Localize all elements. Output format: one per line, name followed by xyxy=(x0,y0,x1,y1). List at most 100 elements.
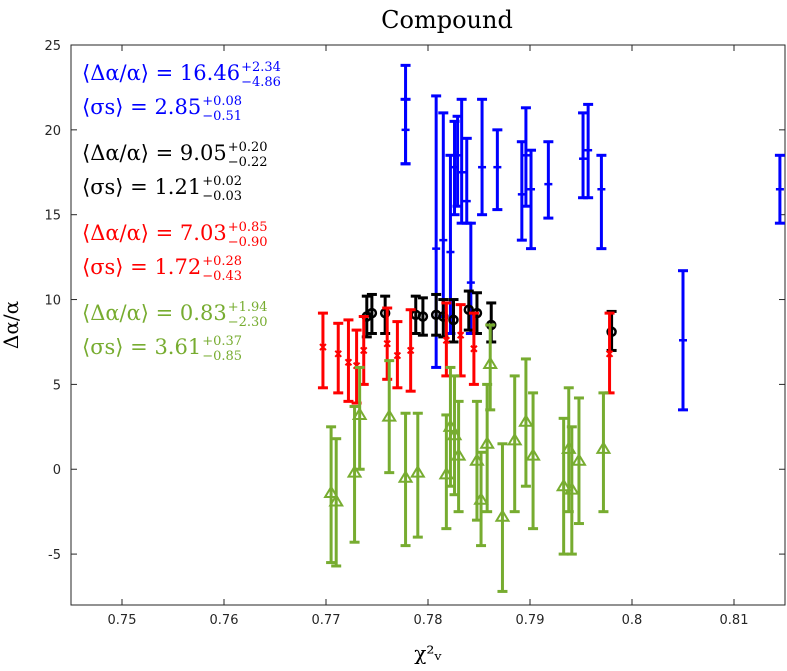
marker-x xyxy=(605,350,614,358)
data-point xyxy=(417,296,429,337)
marker-triangle xyxy=(328,493,344,507)
y-tick-label: 15 xyxy=(44,209,61,224)
marker-x xyxy=(334,350,342,358)
data-point xyxy=(410,294,422,335)
y-tick-label: 20 xyxy=(44,124,61,139)
marker-triangle xyxy=(595,440,612,454)
data-point xyxy=(520,106,531,208)
x-tick-label: 0.81 xyxy=(720,613,749,628)
marker-triangle xyxy=(525,447,541,461)
data-point xyxy=(525,391,541,531)
marker-triangle xyxy=(381,408,398,422)
marker-circle xyxy=(463,304,475,315)
marker-x xyxy=(470,345,478,353)
marker-triangle xyxy=(397,469,414,483)
data-point xyxy=(328,437,344,568)
annotation-upper-error: +0.20 xyxy=(228,140,268,155)
data-point xyxy=(774,153,785,225)
data-point xyxy=(494,442,511,593)
x-tick-label: 0.8 xyxy=(622,613,643,628)
y-axis-label: Δα/α xyxy=(0,301,23,349)
data-point xyxy=(465,221,476,335)
annotation-block: ⟨Δα/α⟩ = 9.05 +0.20−0.22 ⟨σs⟩ = 1.21 +0.02−… xyxy=(82,140,268,204)
data-point xyxy=(564,425,580,556)
data-point xyxy=(448,298,459,344)
marker-triangle xyxy=(564,481,580,495)
data-point xyxy=(571,396,587,526)
data-point xyxy=(596,153,607,251)
marker-triangle xyxy=(555,478,572,492)
marker-triangle xyxy=(410,464,426,478)
data-point xyxy=(392,320,403,390)
data-point xyxy=(397,411,414,548)
data-point xyxy=(468,311,479,386)
annotation-upper-error: +0.85 xyxy=(228,220,268,235)
marker-x xyxy=(360,346,368,355)
y-tick-label: 0 xyxy=(53,463,61,478)
data-point xyxy=(381,359,398,475)
data-point xyxy=(518,357,534,488)
x-tick-label: 0.77 xyxy=(312,613,341,628)
annotation-lower-error: −0.51 xyxy=(202,109,242,124)
annotation-line: ⟨Δα/α⟩ = 16.46 xyxy=(82,61,240,85)
series-green xyxy=(323,323,612,593)
data-point xyxy=(366,292,378,335)
marker-triangle xyxy=(506,432,523,446)
data-point xyxy=(317,311,328,390)
annotation-upper-error: +0.28 xyxy=(202,254,242,269)
annotation-upper-error: +2.34 xyxy=(241,60,281,75)
annotation-line: ⟨σs⟩ = 1.21 xyxy=(82,175,201,199)
series-blue xyxy=(400,63,785,412)
annotation-upper-error: +0.08 xyxy=(202,94,242,109)
data-point xyxy=(583,102,594,200)
data-point xyxy=(343,318,354,403)
annotation-line: ⟨σs⟩ = 2.85 xyxy=(82,95,201,119)
plot-area xyxy=(70,44,786,606)
data-point xyxy=(323,425,339,565)
marker-x xyxy=(344,358,353,367)
annotation-block: ⟨Δα/α⟩ = 0.83 +1.94−2.30 ⟨σs⟩ = 3.61 +0.37−… xyxy=(82,300,268,364)
marker-triangle xyxy=(351,406,368,420)
data-point xyxy=(333,321,344,395)
annotation-upper-error: +1.94 xyxy=(228,300,268,315)
chart-title: Compound xyxy=(381,6,513,34)
data-point xyxy=(595,391,612,514)
annotation-lower-error: −0.90 xyxy=(228,235,268,250)
marker-x xyxy=(319,343,327,351)
marker-triangle xyxy=(346,464,363,478)
data-point xyxy=(351,365,368,471)
marker-triangle xyxy=(323,485,339,498)
marker-triangle xyxy=(494,508,511,522)
data-point xyxy=(477,97,488,217)
y-tick-label: 25 xyxy=(44,39,61,54)
marker-x xyxy=(383,339,391,348)
x-axis-label: χ²ᵥ xyxy=(414,641,442,665)
marker-x xyxy=(352,362,361,370)
data-point xyxy=(405,308,416,393)
marker-circle xyxy=(417,311,429,322)
annotation-line: ⟨Δα/α⟩ = 0.83 xyxy=(82,301,227,325)
data-point xyxy=(400,97,411,166)
annotation-layer: ⟨Δα/α⟩ = 16.46 +2.34−4.86 ⟨σs⟩ = 2.85 +0.08… xyxy=(82,60,281,364)
data-point xyxy=(461,136,472,225)
marker-triangle xyxy=(482,356,498,370)
y-tick-label: 5 xyxy=(53,378,61,393)
axes: 0.75 0.76 0.77 0.78 0.79 0.8 0.81 -5 0 5 10 15 20 25 xyxy=(44,39,785,628)
x-tick-label: 0.78 xyxy=(414,613,443,628)
x-tick-label: 0.79 xyxy=(516,613,545,628)
marker-circle xyxy=(606,326,617,338)
data-point xyxy=(449,119,460,217)
annotation-block: ⟨Δα/α⟩ = 16.46 +2.34−4.86 ⟨σs⟩ = 2.85 +0.08… xyxy=(82,60,281,124)
series-layer xyxy=(317,63,785,593)
annotation-lower-error: −0.85 xyxy=(202,349,242,364)
data-point xyxy=(382,306,393,381)
series-black xyxy=(361,289,617,352)
x-tick-label: 0.75 xyxy=(108,613,137,628)
annotation-block: ⟨Δα/α⟩ = 7.03 +0.85−0.90 ⟨σs⟩ = 1.72 +0.28−… xyxy=(82,220,268,284)
marker-triangle xyxy=(518,413,534,427)
data-point xyxy=(482,323,498,412)
marker-triangle xyxy=(473,491,489,505)
annotation-line: ⟨Δα/α⟩ = 9.05 xyxy=(82,141,227,165)
data-point xyxy=(604,311,615,395)
